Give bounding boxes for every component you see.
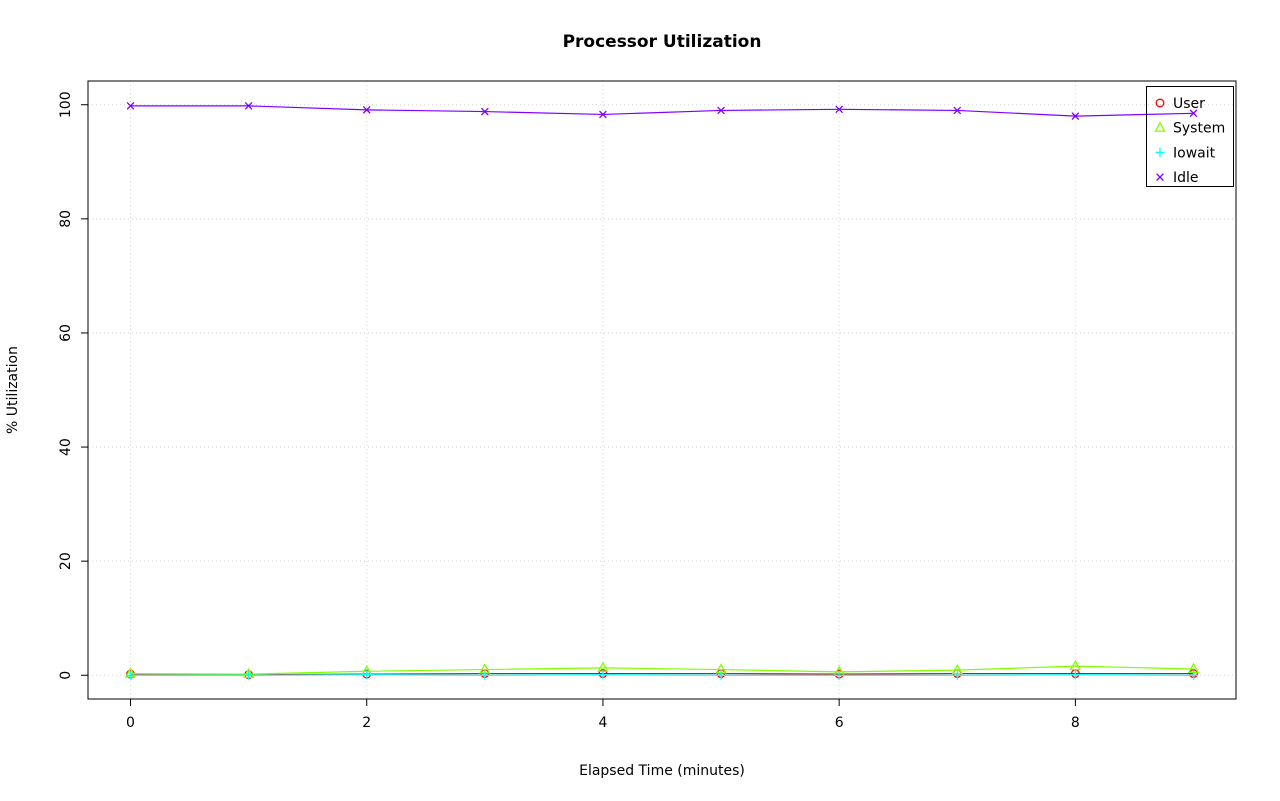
legend-label-user: User bbox=[1173, 96, 1205, 112]
data-point-iowait bbox=[1070, 670, 1080, 680]
data-point-iowait bbox=[480, 670, 490, 680]
data-point-idle bbox=[599, 110, 607, 119]
data-point-idle bbox=[1071, 112, 1080, 121]
legend-label-iowait: Iowait bbox=[1173, 145, 1216, 161]
y-tick-label: 0 bbox=[58, 671, 74, 680]
x-tick-label: 4 bbox=[598, 715, 607, 731]
legend-marker-idle-icon bbox=[1156, 173, 1164, 181]
data-point-system bbox=[1069, 659, 1082, 671]
series-line-iowait bbox=[130, 674, 1194, 676]
x-axis-label: Elapsed Time (minutes) bbox=[579, 763, 745, 779]
y-axis-label: % Utilization bbox=[5, 346, 21, 434]
data-point-iowait bbox=[716, 670, 726, 680]
data-point-iowait bbox=[952, 670, 962, 680]
x-tick-label: 6 bbox=[835, 715, 844, 731]
x-tick-label: 2 bbox=[362, 715, 371, 731]
y-tick-label: 100 bbox=[58, 91, 74, 118]
data-point-idle bbox=[717, 106, 725, 115]
legend-box bbox=[1146, 86, 1234, 187]
legend: User System Iowait Idle bbox=[1146, 86, 1234, 187]
data-point-idle bbox=[835, 105, 844, 114]
data-point-idle bbox=[1189, 109, 1198, 118]
chart-title: Processor Utilization bbox=[563, 32, 762, 52]
y-tick-label: 80 bbox=[58, 210, 74, 228]
data-point-idle bbox=[480, 107, 489, 116]
data-point-iowait bbox=[834, 670, 844, 680]
y-tick-label: 60 bbox=[58, 324, 74, 342]
data-point-idle bbox=[126, 102, 135, 110]
legend-marker-system-icon bbox=[1154, 121, 1166, 132]
y-tick-label: 40 bbox=[58, 438, 74, 456]
x-tick-label: 0 bbox=[126, 715, 135, 731]
plot-border bbox=[87, 80, 1237, 700]
series-line-idle bbox=[130, 105, 1194, 117]
series-line-system bbox=[130, 665, 1194, 675]
data-point-iowait bbox=[1188, 670, 1198, 680]
data-point-idle bbox=[953, 106, 962, 115]
y-tick-label: 20 bbox=[58, 552, 74, 570]
data-point-iowait bbox=[244, 670, 254, 680]
data-point-iowait bbox=[362, 670, 372, 680]
data-point-iowait bbox=[126, 670, 136, 680]
x-tick-label: 8 bbox=[1071, 715, 1080, 731]
legend-label-system: System bbox=[1173, 121, 1225, 137]
legend-label-idle: Idle bbox=[1173, 170, 1199, 186]
data-point-iowait bbox=[598, 670, 608, 680]
data-point-idle bbox=[244, 102, 253, 110]
data-point-idle bbox=[362, 106, 371, 114]
legend-marker-user-icon bbox=[1155, 98, 1165, 108]
legend-marker-iowait-icon bbox=[1155, 147, 1165, 157]
